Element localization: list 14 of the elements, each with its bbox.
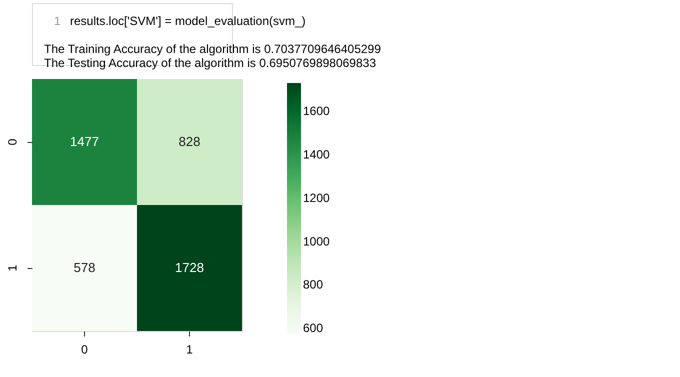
data-label: 578 bbox=[74, 260, 96, 275]
color-bar-label: 600 bbox=[303, 321, 324, 336]
text: 1 bbox=[54, 14, 61, 28]
text: The Training Accuracy of the algorithm is 0.7037709646405299 bbox=[44, 42, 382, 56]
color-bar-label: 1200 bbox=[303, 190, 330, 205]
color-bar-label: 1400 bbox=[303, 147, 330, 162]
data-label: 1477 bbox=[70, 134, 99, 149]
data-label: 828 bbox=[178, 134, 200, 149]
text: results.loc['SVM'] = model_evaluation(svm_) bbox=[70, 14, 306, 28]
color-bar-label: 1600 bbox=[303, 104, 330, 118]
color-bar-label: 800 bbox=[303, 278, 324, 292]
color-bar-label: 1000 bbox=[303, 234, 330, 248]
text: The Testing Accuracy of the algorithm is 0.6950769898069833 bbox=[44, 56, 376, 70]
data-label: 1728 bbox=[175, 260, 204, 275]
